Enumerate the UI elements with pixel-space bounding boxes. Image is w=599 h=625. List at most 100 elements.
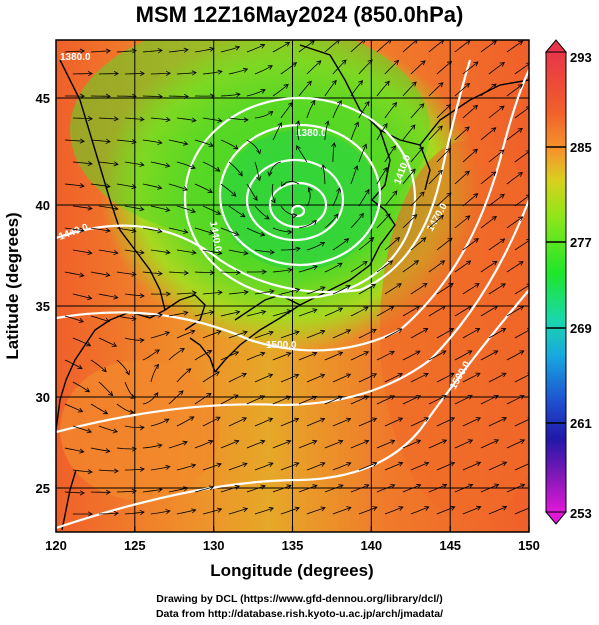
streamline-arrowhead bbox=[268, 462, 274, 467]
streamline bbox=[324, 351, 343, 361]
streamline-arrowhead bbox=[397, 417, 404, 423]
streamline-arrowhead bbox=[396, 283, 402, 288]
streamline bbox=[150, 331, 170, 339]
streamline-arrowhead bbox=[157, 139, 163, 145]
streamline-arrowhead bbox=[526, 283, 529, 288]
streamline-arrowhead bbox=[260, 89, 266, 94]
streamline bbox=[298, 485, 318, 493]
streamline bbox=[246, 485, 266, 493]
streamline-arrowhead bbox=[130, 394, 136, 399]
streamline-arrowhead bbox=[492, 260, 498, 266]
streamline-arrowhead bbox=[331, 79, 337, 86]
contour-label: 1440.0 bbox=[207, 221, 223, 253]
streamline-arrowhead bbox=[438, 214, 444, 220]
streamline bbox=[506, 484, 525, 493]
streamline bbox=[462, 506, 481, 515]
streamline-arrowhead bbox=[337, 307, 344, 313]
streamline-arrowhead bbox=[102, 409, 109, 415]
streamline bbox=[506, 84, 523, 97]
streamline-arrowhead bbox=[333, 213, 339, 219]
streamline bbox=[514, 374, 529, 383]
streamline bbox=[176, 161, 196, 169]
streamline bbox=[280, 374, 299, 383]
streamline bbox=[514, 240, 529, 251]
streamline bbox=[350, 80, 363, 97]
streamline-arrowhead bbox=[157, 228, 163, 234]
streamline bbox=[72, 117, 93, 120]
streamline-arrowhead bbox=[294, 287, 301, 293]
streamline bbox=[410, 147, 424, 163]
streamline bbox=[402, 439, 421, 449]
streamline-arrowhead bbox=[446, 192, 452, 198]
streamline bbox=[402, 81, 417, 97]
streamline-arrowhead bbox=[165, 509, 171, 515]
streamline bbox=[268, 161, 282, 176]
streamline bbox=[64, 183, 85, 187]
streamline bbox=[428, 260, 445, 273]
streamline-arrowhead bbox=[191, 70, 197, 76]
streamline bbox=[168, 312, 188, 317]
streamline bbox=[332, 418, 351, 427]
streamline-arrowhead bbox=[131, 48, 137, 54]
streamline-arrowhead bbox=[491, 216, 497, 221]
streamline bbox=[376, 213, 391, 229]
streamline bbox=[410, 373, 429, 383]
streamline bbox=[228, 291, 249, 295]
streamline bbox=[462, 283, 480, 295]
streamline bbox=[488, 149, 505, 163]
streamline bbox=[142, 139, 162, 144]
streamline-arrowhead bbox=[493, 350, 499, 355]
streamline bbox=[514, 195, 529, 207]
streamline-arrowhead bbox=[338, 484, 344, 489]
streamline-arrowhead bbox=[237, 171, 243, 177]
streamline-arrowhead bbox=[191, 249, 197, 255]
streamline bbox=[254, 249, 275, 253]
colorbar-label: 261 bbox=[570, 416, 592, 431]
streamline bbox=[228, 373, 247, 383]
streamline bbox=[332, 507, 352, 515]
streamline-arrowhead bbox=[416, 483, 422, 489]
streamline bbox=[428, 214, 444, 229]
streamline-arrowhead bbox=[157, 443, 163, 449]
streamline-arrowhead bbox=[234, 439, 240, 445]
streamline bbox=[176, 509, 196, 515]
x-tick-label: 145 bbox=[439, 538, 461, 553]
streamline bbox=[462, 61, 479, 75]
streamline-arrowhead bbox=[474, 328, 481, 333]
streamline-arrowhead bbox=[448, 283, 454, 288]
streamline bbox=[350, 165, 358, 185]
streamline bbox=[228, 68, 248, 75]
streamline-arrowhead bbox=[445, 147, 452, 153]
streamline-arrowhead bbox=[86, 428, 92, 434]
streamline-arrowhead bbox=[312, 484, 318, 490]
streamline-arrowhead bbox=[362, 261, 368, 266]
streamline bbox=[271, 183, 276, 203]
streamline bbox=[124, 511, 145, 515]
streamline-arrowhead bbox=[235, 310, 241, 315]
streamline-arrowhead bbox=[341, 59, 347, 65]
streamline bbox=[454, 83, 470, 97]
streamline bbox=[280, 247, 301, 251]
streamline-arrowhead bbox=[319, 373, 326, 379]
streamline-arrowhead bbox=[261, 269, 267, 275]
streamline bbox=[98, 512, 119, 515]
streamline bbox=[228, 161, 243, 177]
streamline-arrowhead bbox=[472, 104, 479, 110]
streamline bbox=[298, 81, 312, 97]
streamline bbox=[220, 139, 239, 150]
streamline bbox=[64, 139, 85, 142]
streamline bbox=[358, 144, 367, 163]
streamline bbox=[384, 102, 397, 119]
streamline bbox=[410, 417, 429, 427]
streamline bbox=[142, 488, 162, 493]
streamline bbox=[150, 72, 171, 75]
streamline bbox=[410, 103, 425, 119]
streamline bbox=[124, 205, 144, 210]
x-tick-labels: 120 125 130 135 140 145 150 bbox=[45, 538, 540, 553]
streamline-arrowhead bbox=[286, 309, 293, 315]
streamline bbox=[436, 462, 455, 471]
streamline-arrowhead bbox=[217, 290, 223, 296]
streamline bbox=[90, 359, 107, 373]
streamline-arrowhead bbox=[113, 249, 119, 255]
